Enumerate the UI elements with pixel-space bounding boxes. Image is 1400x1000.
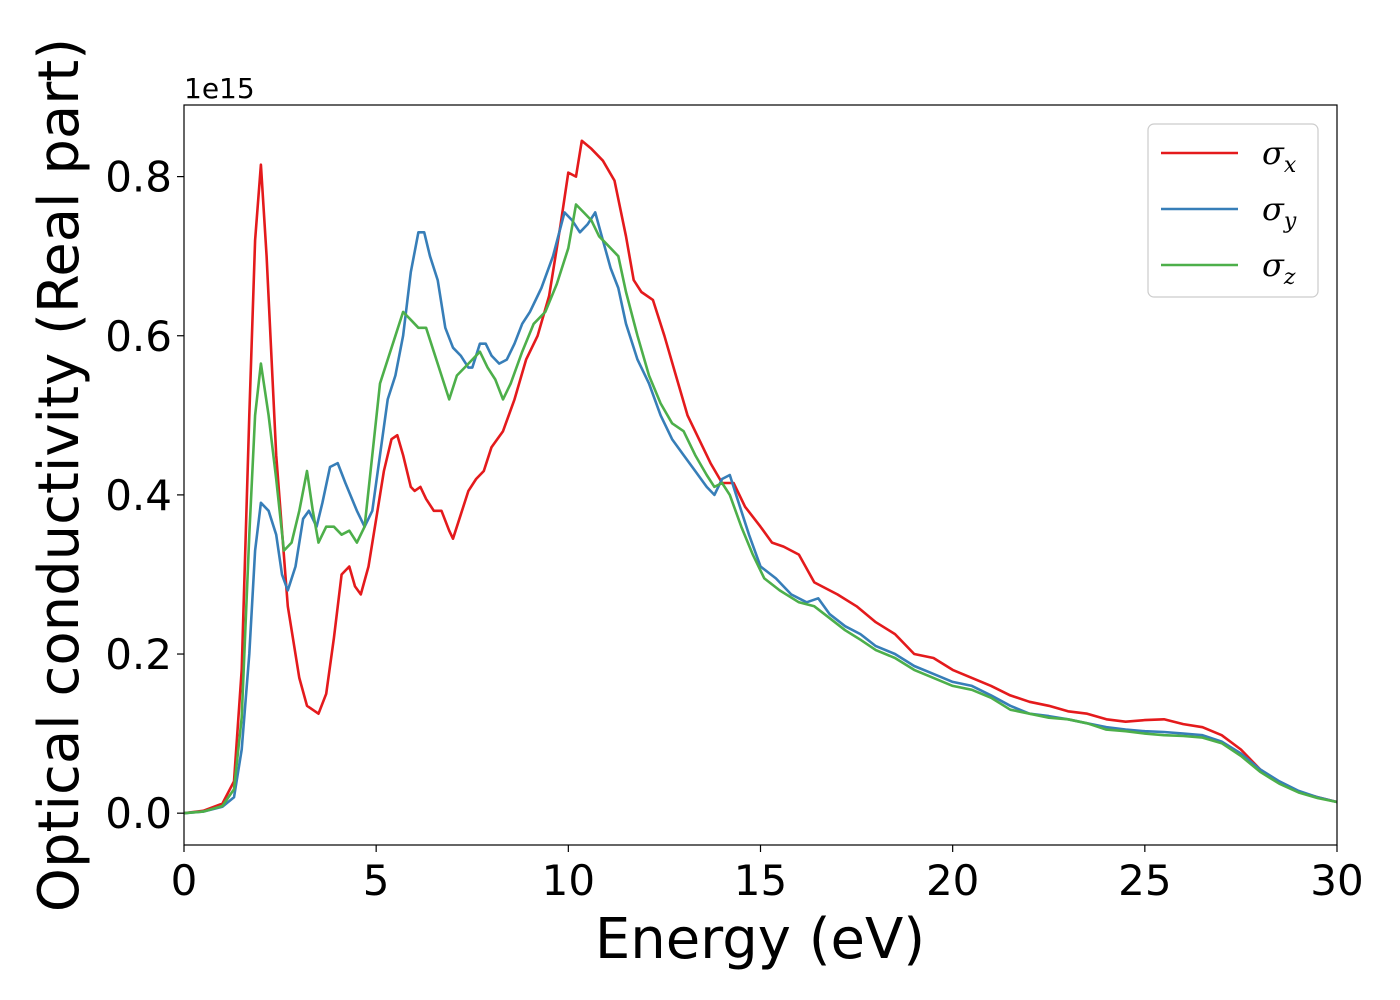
series-layer (183, 139, 1338, 815)
x-tick-label: 30 (1310, 856, 1363, 905)
y-tick-label: 0.0 (105, 789, 172, 838)
x-axis: 0 5 10 15 20 25 30 (171, 845, 1364, 905)
x-axis-label: Energy (eV) (595, 907, 925, 972)
x-tick-label: 10 (542, 856, 595, 905)
y-axis: 0.0 0.2 0.4 0.6 0.8 (105, 153, 184, 838)
legend-label-y: σy (1262, 190, 1297, 234)
x-tick-label: 25 (1118, 856, 1171, 905)
y-offset-label: 1e15 (184, 72, 255, 105)
x-tick-label: 0 (171, 856, 198, 905)
y-tick-label: 0.2 (105, 630, 172, 679)
x-tick-label: 20 (926, 856, 979, 905)
y-axis-label: Optical conductivity (Real part) (27, 38, 92, 912)
series-line-y (183, 211, 1338, 815)
y-tick-label: 0.8 (105, 153, 172, 202)
series-line-z (183, 203, 1338, 815)
x-tick-label: 15 (734, 856, 787, 905)
legend-frame (1147, 123, 1319, 298)
series-line-x (183, 139, 1338, 815)
y-tick-label: 0.4 (105, 471, 172, 520)
legend-label-x: σx (1262, 134, 1297, 178)
x-tick-label: 5 (363, 856, 390, 905)
y-tick-label: 0.6 (105, 312, 172, 361)
